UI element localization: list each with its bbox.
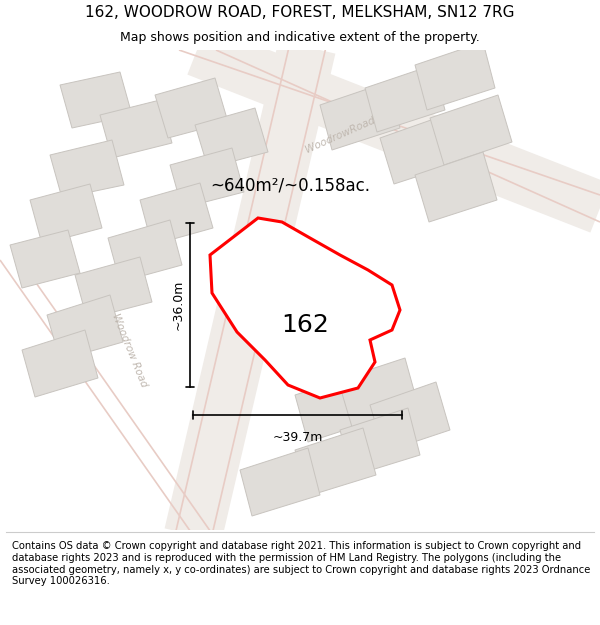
Polygon shape: [170, 148, 244, 208]
Polygon shape: [22, 330, 98, 397]
Polygon shape: [430, 95, 512, 165]
Polygon shape: [210, 218, 400, 398]
Text: WoodrowRoad: WoodrowRoad: [304, 115, 376, 155]
Polygon shape: [340, 408, 420, 476]
Polygon shape: [370, 382, 450, 452]
Text: ~39.7m: ~39.7m: [272, 431, 323, 444]
Polygon shape: [415, 152, 497, 222]
Text: Map shows position and indicative extent of the property.: Map shows position and indicative extent…: [120, 31, 480, 44]
Polygon shape: [30, 184, 102, 244]
Text: ~640m²/~0.158ac.: ~640m²/~0.158ac.: [210, 176, 370, 194]
Text: 162: 162: [281, 313, 329, 337]
Polygon shape: [365, 65, 445, 132]
Text: 162, WOODROW ROAD, FOREST, MELKSHAM, SN12 7RG: 162, WOODROW ROAD, FOREST, MELKSHAM, SN1…: [85, 5, 515, 20]
Polygon shape: [240, 448, 320, 516]
Polygon shape: [50, 140, 124, 198]
Text: ~36.0m: ~36.0m: [172, 280, 185, 330]
Polygon shape: [47, 295, 123, 360]
Polygon shape: [415, 42, 495, 110]
Polygon shape: [75, 257, 152, 319]
Polygon shape: [140, 183, 213, 245]
Polygon shape: [338, 358, 418, 427]
Polygon shape: [295, 428, 376, 496]
Polygon shape: [10, 230, 80, 288]
Polygon shape: [380, 114, 462, 184]
Polygon shape: [295, 373, 376, 442]
Text: Contains OS data © Crown copyright and database right 2021. This information is : Contains OS data © Crown copyright and d…: [12, 541, 590, 586]
Polygon shape: [100, 100, 172, 158]
Polygon shape: [320, 82, 400, 150]
Polygon shape: [60, 72, 132, 128]
Polygon shape: [195, 108, 268, 168]
Text: Woodrow Road: Woodrow Road: [110, 312, 149, 388]
Polygon shape: [155, 78, 228, 138]
Polygon shape: [108, 220, 182, 282]
